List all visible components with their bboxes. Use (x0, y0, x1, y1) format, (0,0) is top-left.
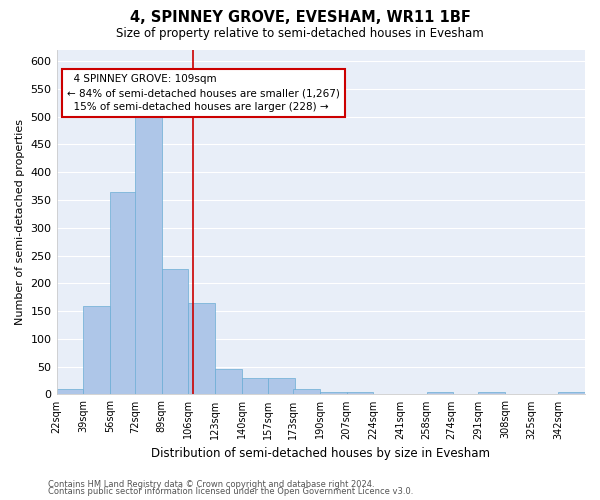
Text: Contains public sector information licensed under the Open Government Licence v3: Contains public sector information licen… (48, 487, 413, 496)
Bar (559, 392, 585, 394)
Text: Size of property relative to semi-detached houses in Evesham: Size of property relative to semi-detach… (116, 28, 484, 40)
X-axis label: Distribution of semi-detached houses by size in Evesham: Distribution of semi-detached houses by … (151, 447, 490, 460)
Bar (478, 392, 505, 394)
Bar (293, 389, 320, 394)
Text: Contains HM Land Registry data © Crown copyright and database right 2024.: Contains HM Land Registry data © Crown c… (48, 480, 374, 489)
Bar (135, 116, 161, 394)
Bar (427, 392, 453, 394)
Bar (56, 389, 83, 394)
Bar (188, 303, 215, 394)
Bar (83, 306, 110, 394)
Bar (242, 378, 268, 394)
Bar (215, 370, 242, 394)
Y-axis label: Number of semi-detached properties: Number of semi-detached properties (15, 119, 25, 325)
Bar (110, 192, 137, 394)
Bar (320, 392, 347, 394)
Text: 4 SPINNEY GROVE: 109sqm
← 84% of semi-detached houses are smaller (1,267)
  15% : 4 SPINNEY GROVE: 109sqm ← 84% of semi-de… (67, 74, 340, 112)
Bar (268, 378, 295, 394)
Bar (347, 392, 373, 394)
Text: 4, SPINNEY GROVE, EVESHAM, WR11 1BF: 4, SPINNEY GROVE, EVESHAM, WR11 1BF (130, 10, 470, 25)
Bar (161, 270, 188, 394)
